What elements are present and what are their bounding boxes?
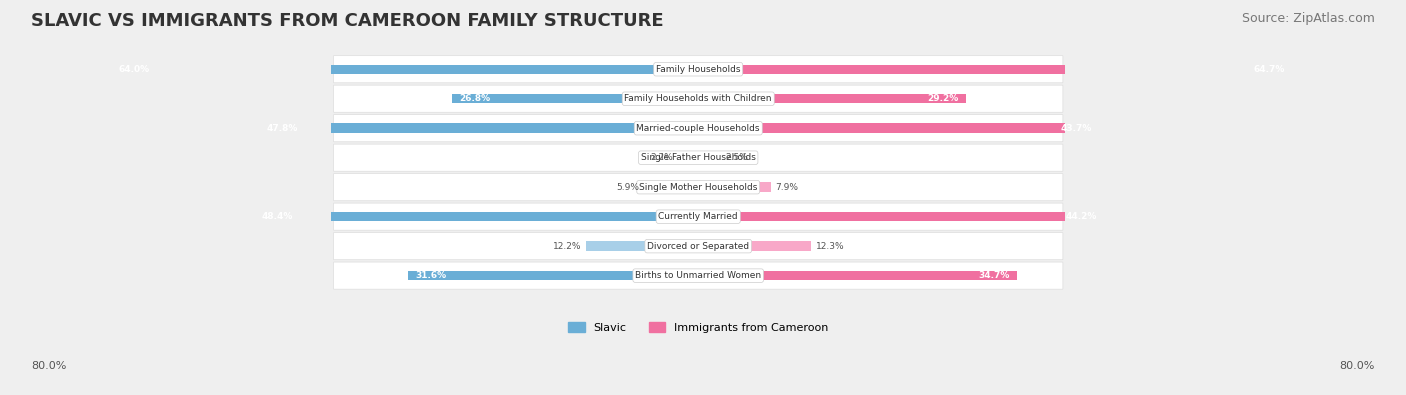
Bar: [699, 241, 811, 251]
Text: 64.0%: 64.0%: [118, 65, 149, 74]
Text: 5.9%: 5.9%: [616, 182, 640, 192]
Bar: [678, 153, 699, 162]
Bar: [644, 182, 699, 192]
FancyBboxPatch shape: [333, 233, 1063, 260]
Text: Family Households: Family Households: [657, 65, 741, 74]
Bar: [699, 153, 721, 162]
FancyBboxPatch shape: [333, 56, 1063, 83]
Text: 12.2%: 12.2%: [553, 242, 582, 251]
Text: 47.8%: 47.8%: [267, 124, 298, 133]
Bar: [699, 182, 770, 192]
FancyBboxPatch shape: [333, 144, 1063, 171]
Text: 44.2%: 44.2%: [1066, 212, 1097, 221]
FancyBboxPatch shape: [333, 174, 1063, 201]
Bar: [453, 94, 699, 103]
Bar: [699, 64, 1292, 74]
Text: Source: ZipAtlas.com: Source: ZipAtlas.com: [1241, 12, 1375, 25]
Bar: [699, 124, 1099, 133]
Bar: [699, 271, 1017, 280]
Bar: [111, 64, 699, 74]
Text: 34.7%: 34.7%: [979, 271, 1010, 280]
FancyBboxPatch shape: [333, 203, 1063, 230]
FancyBboxPatch shape: [333, 115, 1063, 142]
Text: 7.9%: 7.9%: [775, 182, 799, 192]
Text: 48.4%: 48.4%: [262, 212, 292, 221]
Text: 2.5%: 2.5%: [725, 153, 748, 162]
Text: Married-couple Households: Married-couple Households: [637, 124, 761, 133]
Text: 26.8%: 26.8%: [460, 94, 491, 103]
Bar: [259, 124, 699, 133]
Text: SLAVIC VS IMMIGRANTS FROM CAMEROON FAMILY STRUCTURE: SLAVIC VS IMMIGRANTS FROM CAMEROON FAMIL…: [31, 12, 664, 30]
Text: 80.0%: 80.0%: [31, 361, 66, 371]
Text: 12.3%: 12.3%: [815, 242, 845, 251]
Text: Single Mother Households: Single Mother Households: [640, 182, 758, 192]
Text: 43.7%: 43.7%: [1060, 124, 1092, 133]
Bar: [699, 212, 1104, 221]
Bar: [699, 94, 966, 103]
Text: 31.6%: 31.6%: [415, 271, 447, 280]
Bar: [254, 212, 699, 221]
Bar: [408, 271, 699, 280]
Text: Divorced or Separated: Divorced or Separated: [647, 242, 749, 251]
FancyBboxPatch shape: [333, 85, 1063, 112]
Text: 64.7%: 64.7%: [1254, 65, 1285, 74]
Text: Family Households with Children: Family Households with Children: [624, 94, 772, 103]
Text: Currently Married: Currently Married: [658, 212, 738, 221]
Text: 80.0%: 80.0%: [1340, 361, 1375, 371]
Bar: [586, 241, 699, 251]
Text: 2.2%: 2.2%: [651, 153, 673, 162]
FancyBboxPatch shape: [333, 262, 1063, 289]
Text: Single Father Households: Single Father Households: [641, 153, 755, 162]
Text: Births to Unmarried Women: Births to Unmarried Women: [636, 271, 761, 280]
Legend: Slavic, Immigrants from Cameroon: Slavic, Immigrants from Cameroon: [564, 318, 832, 338]
Text: 29.2%: 29.2%: [928, 94, 959, 103]
